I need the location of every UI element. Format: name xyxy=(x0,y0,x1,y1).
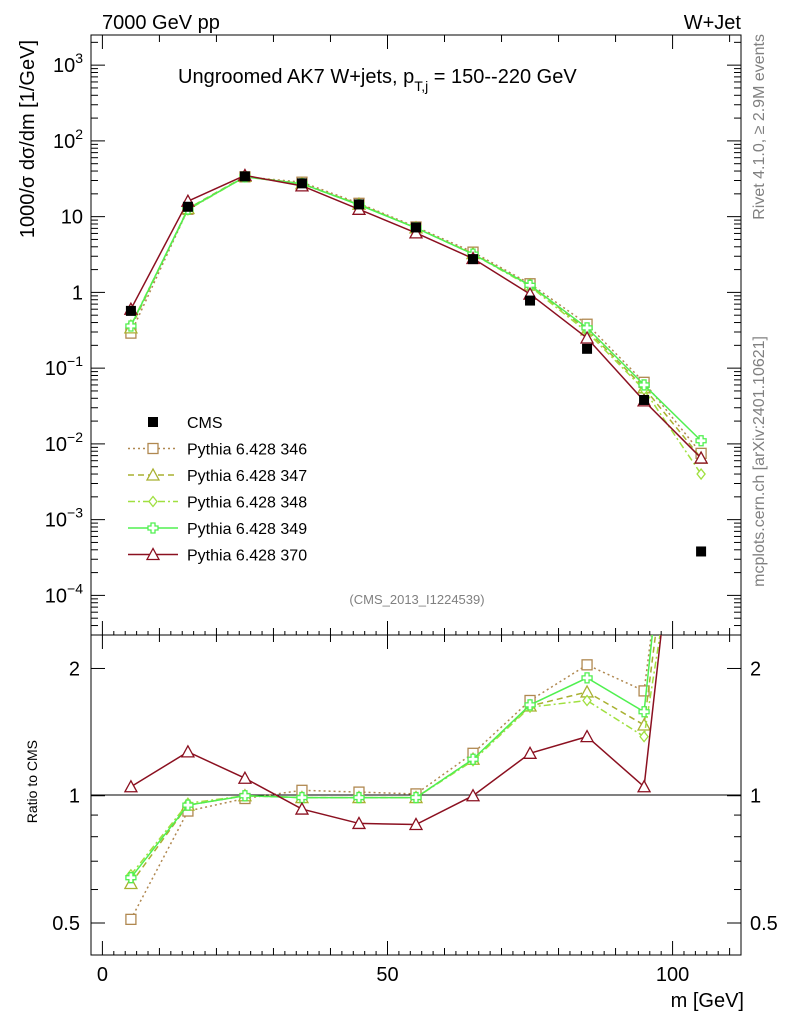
ratio-data-point xyxy=(125,872,137,884)
series-line xyxy=(130,176,702,475)
ratio-data-point xyxy=(182,799,194,811)
data-point xyxy=(239,171,250,182)
legend-label: Pythia 6.428 348 xyxy=(187,495,307,512)
ratio-data-point xyxy=(581,659,593,671)
series-line xyxy=(130,176,702,454)
legend-label: Pythia 6.428 347 xyxy=(187,468,307,485)
ratio-y-tick-label-right: 1 xyxy=(750,786,761,808)
data-point xyxy=(582,343,593,354)
y-tick-label: 10−1 xyxy=(45,353,83,380)
ratio-ticks: 0 50 100 2 2 1 1 0.5 0.5 xyxy=(52,635,778,986)
y-tick-label: 10−2 xyxy=(45,429,83,456)
legend: CMS Pythia 6.428 346 Pythia 6.428 347 Pythi… xyxy=(128,415,307,565)
ratio-data-point xyxy=(522,745,538,759)
legend-marker xyxy=(145,547,161,561)
series-line xyxy=(130,176,702,442)
rivet-label: Rivet 4.1.0, ≥ 2.9M events xyxy=(751,34,768,220)
ratio-data-point xyxy=(524,699,536,711)
legend-label: Pythia 6.428 346 xyxy=(187,442,307,459)
y-tick-label: 10−3 xyxy=(45,505,83,532)
main-ylabel: 1000/σ dσ/dm [1/GeV] xyxy=(17,40,39,238)
site-label: mcplots.cern.ch [arXiv:2401.10621] xyxy=(751,336,768,587)
ratio-y-tick-label: 1 xyxy=(69,786,80,808)
data-point xyxy=(581,322,593,334)
ratio-data-point xyxy=(351,816,367,830)
ratio-data-point xyxy=(579,729,595,743)
main-series xyxy=(123,168,709,557)
legend-marker xyxy=(147,442,159,455)
ratio-y-tick-label-right: 2 xyxy=(750,658,761,680)
ratio-data-point xyxy=(581,672,593,684)
ratio-data-point xyxy=(636,779,652,793)
data-point xyxy=(638,379,650,391)
ratio-y-tick-label: 2 xyxy=(69,658,80,680)
x-tick-label: 0 xyxy=(97,964,108,986)
ratio-data-point xyxy=(465,788,481,802)
ratio-data-point xyxy=(467,753,479,765)
ratio-data-point xyxy=(582,694,592,707)
data-point xyxy=(696,467,706,481)
header-right: W+Jet xyxy=(684,12,742,34)
analysis-id: (CMS_2013_I1224539) xyxy=(349,592,484,607)
ratio-series-line xyxy=(130,635,652,920)
data-point xyxy=(639,394,650,405)
ratio-series-group xyxy=(123,635,662,926)
legend-label: Pythia 6.428 370 xyxy=(187,548,307,565)
y-tick-label: 103 xyxy=(53,50,83,77)
data-point xyxy=(579,330,595,344)
ratio-data-point xyxy=(294,801,310,815)
data-point xyxy=(696,546,707,557)
x-tick-label: 50 xyxy=(376,964,398,986)
data-point xyxy=(524,279,536,291)
legend-marker xyxy=(145,467,161,481)
data-point xyxy=(182,201,193,212)
data-point xyxy=(125,305,136,316)
legend-marker xyxy=(148,495,158,508)
y-tick-label: 102 xyxy=(53,126,83,153)
ratio-series xyxy=(123,635,662,926)
y-tick-label: 1 xyxy=(72,282,83,304)
data-point xyxy=(693,450,709,464)
ratio-data-point xyxy=(639,730,649,743)
y-tick-label: 10−4 xyxy=(45,580,83,607)
data-point xyxy=(125,320,137,332)
data-point xyxy=(353,199,364,210)
data-point xyxy=(468,254,479,265)
x-tick-label: 100 xyxy=(656,964,689,986)
ratio-data-point xyxy=(180,744,196,758)
main-plot-frame xyxy=(90,34,742,636)
legend-label: CMS xyxy=(187,415,223,432)
ratio-data-point xyxy=(239,790,251,802)
ratio-y-tick-label-right: 0.5 xyxy=(750,913,778,935)
ratio-data-point xyxy=(125,913,137,926)
ratio-data-point xyxy=(408,817,424,831)
main-title: Ungroomed AK7 W+jets, pT,j = 150--220 Ge… xyxy=(178,66,577,94)
data-point xyxy=(695,435,707,447)
data-point xyxy=(411,222,421,233)
x-axis-label: m [GeV] xyxy=(671,990,744,1012)
ratio-data-point xyxy=(636,717,652,731)
data-point xyxy=(296,178,307,189)
ratio-y-tick-label: 0.5 xyxy=(52,913,80,935)
legend-label: Pythia 6.428 349 xyxy=(187,521,307,538)
ratio-data-point xyxy=(410,791,422,804)
ratio-data-point xyxy=(237,770,253,784)
ratio-data-point xyxy=(353,791,365,804)
ratio-data-point xyxy=(296,791,308,804)
legend-marker xyxy=(147,522,159,534)
data-point xyxy=(525,295,536,306)
ratio-data-point xyxy=(123,779,139,793)
header-left: 7000 GeV pp xyxy=(102,12,220,34)
ratio-data-point xyxy=(638,706,650,718)
ratio-ylabel: Ratio to CMS xyxy=(24,740,40,823)
y-tick-label: 10 xyxy=(61,207,83,229)
legend-marker xyxy=(148,417,158,427)
ratio-data-point xyxy=(638,685,650,697)
